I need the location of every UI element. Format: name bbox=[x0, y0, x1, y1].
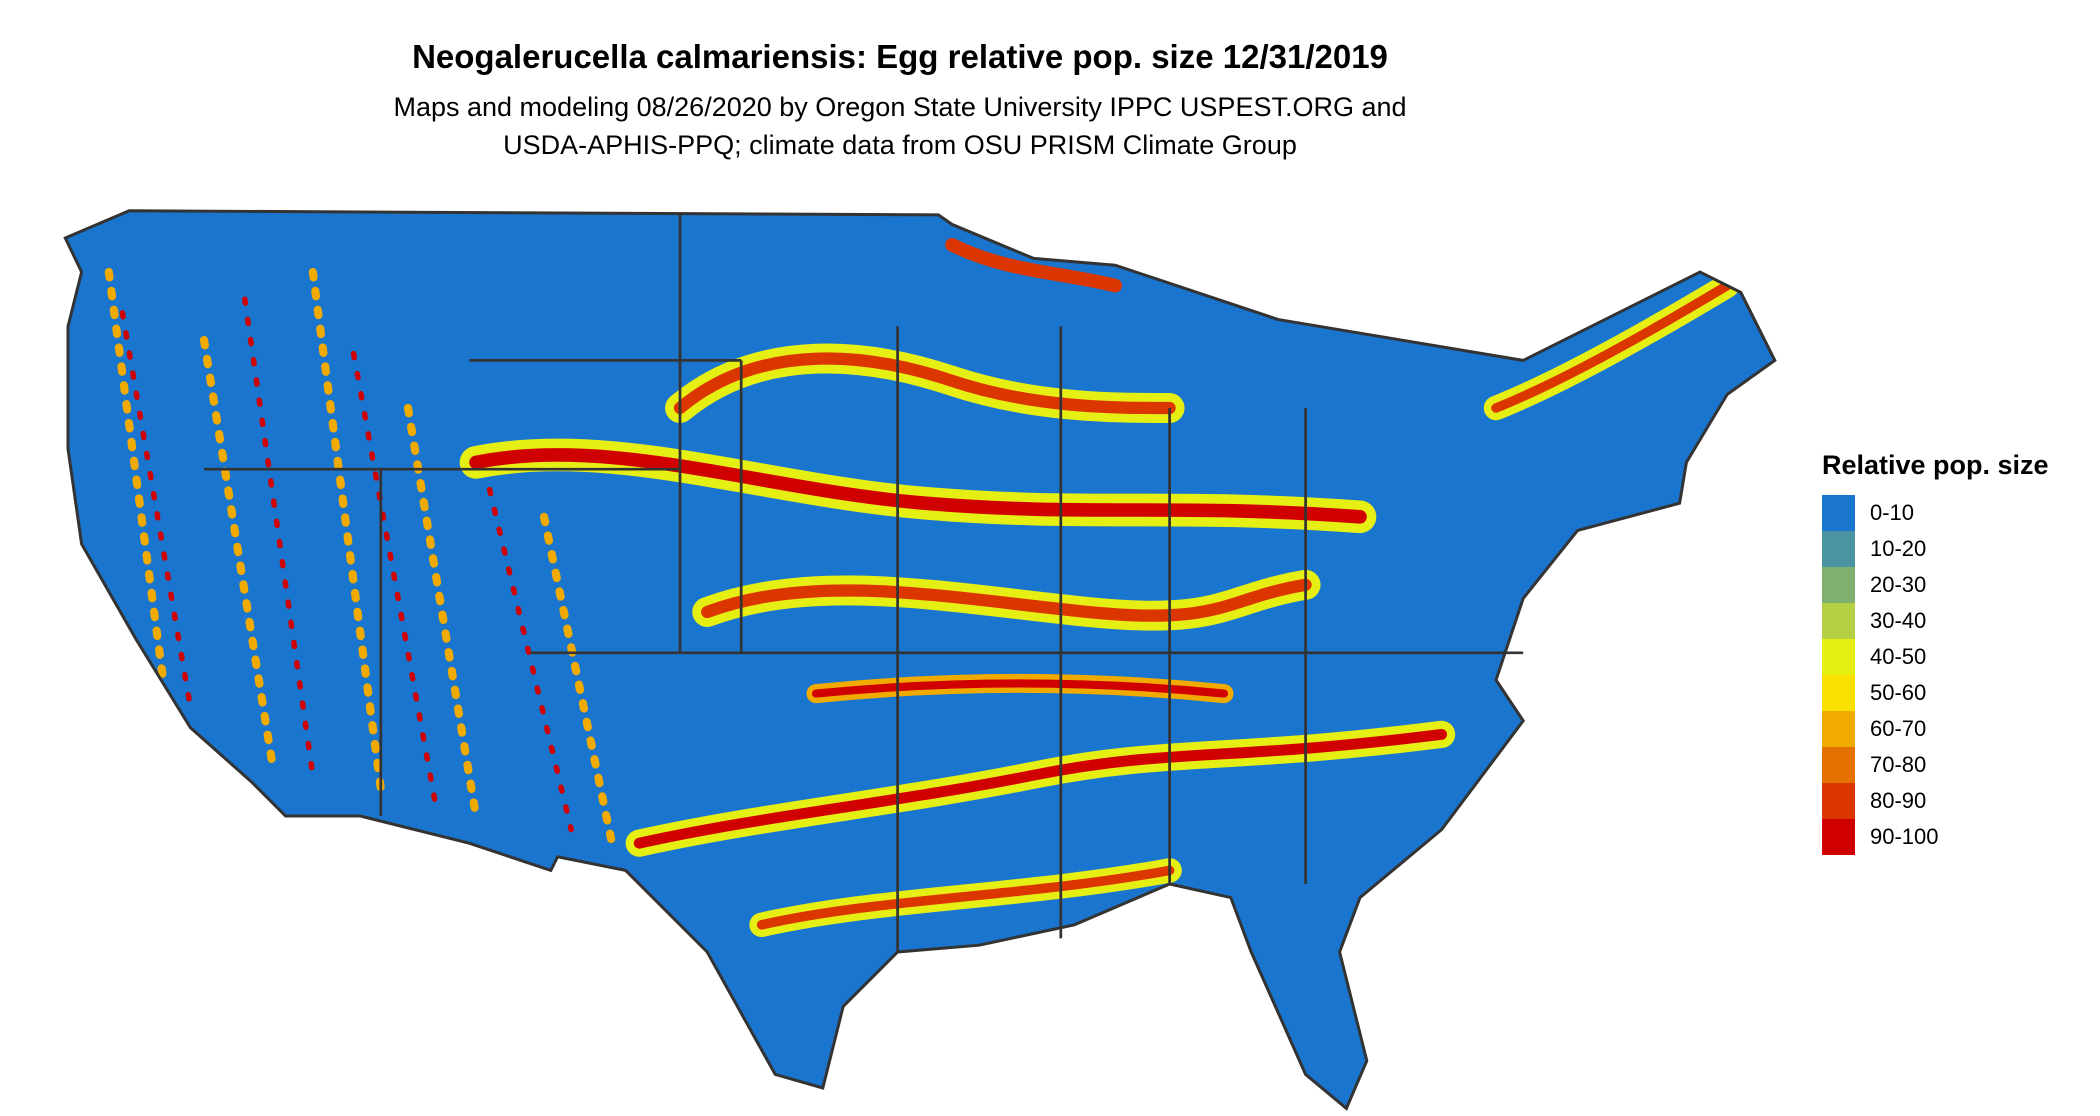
legend-label: 90-100 bbox=[1870, 824, 1939, 849]
legend-item: 80-90 bbox=[1822, 783, 2049, 819]
legend-swatch bbox=[1822, 819, 1855, 855]
map-title: Neogalerucella calmariensis: Egg relativ… bbox=[412, 38, 1388, 75]
legend-label: 50-60 bbox=[1870, 680, 1927, 705]
map-fill-low bbox=[65, 210, 1775, 1109]
legend-item: 70-80 bbox=[1822, 747, 2049, 783]
legend-label: 0-10 bbox=[1870, 500, 1915, 525]
legend-title: Relative pop. size bbox=[1822, 450, 2049, 480]
legend-label: 70-80 bbox=[1870, 752, 1927, 777]
legend-label: 20-30 bbox=[1870, 572, 1927, 597]
legend-item: 0-10 bbox=[1822, 495, 2049, 531]
map-subtitle-line1: Maps and modeling 08/26/2020 by Oregon S… bbox=[393, 92, 1407, 122]
legend-label: 60-70 bbox=[1870, 716, 1927, 741]
legend-swatch bbox=[1822, 783, 1855, 819]
state-borders bbox=[204, 214, 1524, 953]
legend-label: 10-20 bbox=[1870, 536, 1927, 561]
legend-item: 90-100 bbox=[1822, 819, 2049, 855]
legend-swatch bbox=[1822, 531, 1855, 567]
legend-swatch bbox=[1822, 639, 1855, 675]
legend-swatch bbox=[1822, 675, 1855, 711]
map-bands bbox=[104, 238, 1740, 938]
legend-swatch bbox=[1822, 711, 1855, 747]
map-raster bbox=[65, 210, 1775, 1109]
legend-item: 60-70 bbox=[1822, 711, 2049, 747]
legend-label: 30-40 bbox=[1870, 608, 1927, 633]
legend-item: 40-50 bbox=[1822, 639, 2049, 675]
legend-swatch bbox=[1822, 747, 1855, 783]
legend-item: 50-60 bbox=[1822, 675, 2049, 711]
map-subtitle-line2: USDA-APHIS-PPQ; climate data from OSU PR… bbox=[503, 130, 1297, 160]
legend: Relative pop. size 0-10 10-20 20-30 30-40 40… bbox=[1822, 450, 2049, 855]
legend-label: 80-90 bbox=[1870, 788, 1927, 813]
legend-item: 20-30 bbox=[1822, 567, 2049, 603]
legend-items: 0-10 10-20 20-30 30-40 40-50 50-60 60-70 70-80 8… bbox=[1822, 495, 2049, 855]
legend-label: 40-50 bbox=[1870, 644, 1927, 669]
legend-swatch bbox=[1822, 603, 1855, 639]
legend-item: 30-40 bbox=[1822, 603, 2049, 639]
legend-item: 10-20 bbox=[1822, 531, 2049, 567]
legend-swatch bbox=[1822, 567, 1855, 603]
legend-swatch bbox=[1822, 495, 1855, 531]
